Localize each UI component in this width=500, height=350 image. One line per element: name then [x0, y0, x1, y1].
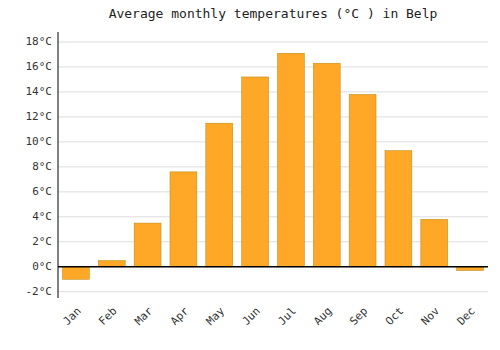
x-tick-label: Oct: [383, 305, 406, 328]
grid-line: [58, 66, 488, 67]
grid: [58, 42, 488, 292]
chart-container: -2°C 0°C 2°C 4°C 6°C 8°C 10°C 12°C 14°C 16°C 18°C J…: [0, 0, 500, 350]
bar: [242, 77, 269, 267]
bar: [385, 151, 412, 267]
grid-line: [58, 291, 488, 292]
grid-line: [58, 116, 488, 117]
y-tick-label: -2°C: [26, 285, 53, 298]
bar: [62, 267, 89, 279]
x-tick-label: Aug: [311, 305, 334, 328]
y-tick-label: 6°C: [32, 185, 52, 198]
bars: [62, 53, 483, 279]
title: Average monthly temperatures (°C ) in Be…: [109, 6, 438, 21]
y-axis-line: [58, 32, 59, 298]
grid-line: [58, 266, 488, 267]
y-tick-labels: -2°C 0°C 2°C 4°C 6°C 8°C 10°C 12°C 14°C 16°C 18°C: [26, 35, 53, 298]
bar: [98, 261, 125, 267]
x-tick-label: Jun: [240, 305, 263, 328]
bar: [206, 123, 233, 267]
bar: [170, 172, 197, 267]
zero-line: [58, 266, 488, 268]
grid-line: [58, 216, 488, 217]
y-tick-label: 16°C: [26, 60, 53, 73]
x-tick-labels: Jan Feb Mar Apr May Jun Jul Aug Sep Oct Nov Dec: [60, 304, 477, 328]
grid-line: [58, 91, 488, 92]
y-tick-label: 12°C: [26, 110, 53, 123]
x-tick-label: Jul: [275, 305, 298, 328]
y-tick-label: 2°C: [32, 235, 52, 248]
grid-line: [58, 141, 488, 142]
x-tick-label: Mar: [132, 304, 156, 328]
y-tick-label: 0°C: [32, 260, 52, 273]
y-tick-label: 4°C: [32, 210, 52, 223]
bar: [421, 219, 448, 266]
bar: [313, 63, 340, 267]
grid-line: [58, 41, 488, 42]
bar: [349, 94, 376, 266]
x-tick-label: Nov: [419, 304, 443, 328]
y-tick-label: 14°C: [26, 85, 53, 98]
grid-line: [58, 166, 488, 167]
x-tick-label: Apr: [168, 304, 192, 328]
x-tick-label: May: [204, 304, 228, 328]
y-tick-label: 18°C: [26, 35, 53, 48]
x-tick-label: Sep: [347, 305, 370, 328]
y-tick-label: 8°C: [32, 160, 52, 173]
bar: [277, 53, 304, 267]
bar: [134, 223, 161, 267]
grid-line: [58, 191, 488, 192]
y-tick-label: 10°C: [26, 135, 53, 148]
x-tick-label: Feb: [96, 305, 119, 328]
chart: -2°C 0°C 2°C 4°C 6°C 8°C 10°C 12°C 14°C 16°C 18°C J…: [0, 0, 500, 350]
x-tick-label: Dec: [455, 305, 478, 328]
x-tick-label: Jan: [60, 305, 83, 328]
